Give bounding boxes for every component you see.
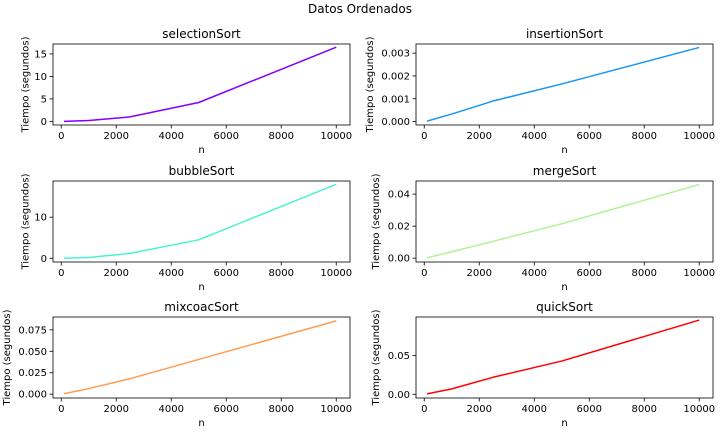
subplot-title: mergeSort [533,164,597,178]
series-line [426,319,700,395]
y-axis-label: Tiempo (segundos) [365,36,376,133]
subplot-title: mixcoacSort [164,300,239,314]
y-axis-label: Tiempo (segundos) [371,309,382,406]
x-axis-label: n [198,418,204,429]
x-tick-label: 0 [421,131,427,142]
plot-frame [52,180,351,263]
x-tick-label: 6000 [214,404,239,415]
plot-frame [52,316,351,399]
subplot-mixcoacSort: mixcoacSort 0 2000 4000 6000 8000 10000 0.000 0.… [2,300,352,429]
x-tick-label: 4000 [522,404,547,415]
y-tick-label: 0.001 [381,94,410,105]
plot-frame [415,43,714,126]
series-line [426,183,700,259]
y-tick-label: 0 [41,254,47,265]
y-tick-label: 5 [41,94,47,105]
x-axis-label: n [561,282,567,293]
x-axis-label: n [198,145,204,156]
x-tick-label: 8000 [269,268,294,279]
x-axis-label: n [561,418,567,429]
figure-title: Datos Ordenados [308,2,412,16]
subplot-title: insertionSort [526,27,603,41]
x-tick-label: 8000 [632,404,657,415]
y-tick-label: 0.05 [388,351,410,362]
x-tick-label: 10000 [683,404,715,415]
y-tick-label: 0.04 [388,190,410,201]
subplot-bubbleSort: bubbleSort 0 2000 4000 6000 8000 10000 0 10 n Tiem… [21,164,353,293]
x-tick-label: 2000 [467,404,492,415]
x-axis-label: n [198,282,204,293]
x-tick-label: 2000 [104,268,129,279]
y-tick-label: 0.050 [18,347,47,358]
x-tick-label: 6000 [214,131,239,142]
y-tick-label: 15 [34,49,47,60]
x-tick-label: 2000 [104,404,129,415]
subplot-title: quickSort [536,300,593,314]
y-tick-label: 0.075 [18,325,47,336]
series-line [426,46,700,122]
x-tick-label: 8000 [269,131,294,142]
x-tick-label: 4000 [522,268,547,279]
x-tick-label: 8000 [632,131,657,142]
series-line [63,46,337,123]
subplot-title: selectionSort [162,27,241,41]
x-tick-label: 2000 [467,268,492,279]
x-tick-label: 8000 [269,404,294,415]
y-axis-label: Tiempo (segundos) [371,173,382,270]
subplot-title: bubbleSort [169,164,235,178]
x-tick-label: 0 [58,404,64,415]
series-line [63,183,337,260]
x-tick-label: 2000 [467,131,492,142]
x-tick-label: 10000 [683,131,715,142]
subplot-quickSort: quickSort 0 2000 4000 6000 8000 10000 0.00 0.05 n… [371,300,715,429]
y-axis-label: Tiempo (segundos) [21,173,32,270]
plot-frame [415,180,714,263]
x-tick-label: 6000 [214,268,239,279]
x-tick-label: 10000 [320,404,352,415]
y-tick-label: 0.02 [388,222,410,233]
x-tick-label: 0 [421,404,427,415]
x-tick-label: 10000 [683,268,715,279]
y-axis-label: Tiempo (segundos) [2,309,13,406]
subplot-insertionSort: insertionSort 0 2000 4000 6000 8000 10000 0.000… [365,27,715,156]
subplot-selectionSort: selectionSort 0 2000 4000 6000 8000 10000 0 5 10 1… [21,27,353,156]
y-tick-label: 0.00 [388,390,410,401]
x-axis-label: n [561,145,567,156]
y-tick-label: 10 [34,72,47,83]
x-tick-label: 2000 [104,131,129,142]
x-tick-label: 6000 [577,268,602,279]
plot-frame [415,316,714,399]
y-tick-label: 0.003 [381,49,410,60]
x-tick-label: 0 [421,268,427,279]
y-axis-label: Tiempo (segundos) [21,36,32,133]
subplot-mergeSort: mergeSort 0 2000 4000 6000 8000 10000 0.00 0.02 0… [371,164,715,293]
x-tick-label: 6000 [577,131,602,142]
plot-frame [52,43,351,126]
x-tick-label: 10000 [320,131,352,142]
x-tick-label: 4000 [522,131,547,142]
x-tick-label: 4000 [159,131,184,142]
x-tick-label: 10000 [320,268,352,279]
x-tick-label: 4000 [159,268,184,279]
x-tick-label: 0 [58,268,64,279]
y-tick-label: 0.000 [381,117,410,128]
y-tick-label: 0.00 [388,254,410,265]
y-tick-label: 10 [34,213,47,224]
x-tick-label: 0 [58,131,64,142]
series-line [63,320,337,395]
y-tick-label: 0.000 [18,390,47,401]
y-tick-label: 0.002 [381,71,410,82]
x-tick-label: 6000 [577,404,602,415]
x-tick-label: 4000 [159,404,184,415]
y-tick-label: 0 [41,117,47,128]
y-tick-label: 0.025 [18,368,47,379]
x-tick-label: 8000 [632,268,657,279]
